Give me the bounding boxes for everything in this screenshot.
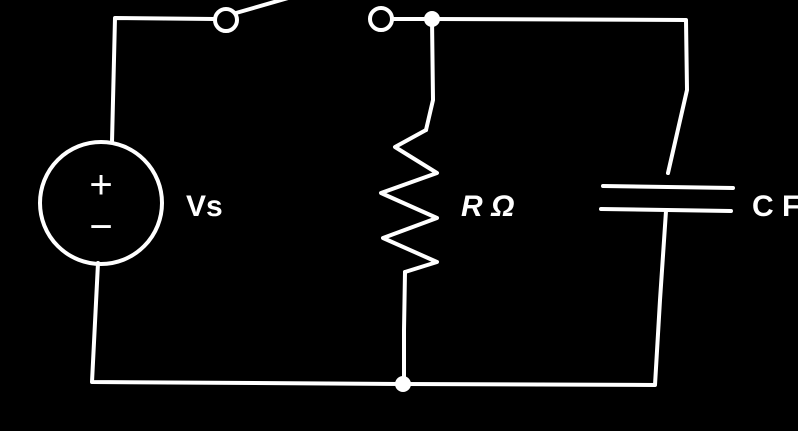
resistor-top-lead bbox=[424, 17, 435, 132]
bottom-node bbox=[395, 376, 411, 392]
resistor-bottom-lead bbox=[402, 270, 407, 386]
resistor bbox=[379, 128, 439, 274]
resistor-label: R Ω bbox=[461, 190, 514, 223]
capacitor-label: C F bbox=[752, 190, 798, 223]
minus-sign: − bbox=[89, 205, 112, 249]
top-left-wire bbox=[110, 16, 217, 144]
bottom-left-wire bbox=[90, 261, 404, 386]
switch-terminal-right bbox=[368, 6, 394, 32]
switch-blade bbox=[234, 0, 289, 15]
capacitor-bottom-lead bbox=[402, 209, 668, 387]
voltage-source: + − bbox=[38, 140, 164, 266]
voltage-source-circle bbox=[38, 140, 164, 266]
voltage-source-label: Vs bbox=[186, 190, 223, 223]
top-right-wire bbox=[390, 17, 689, 175]
capacitor-plate-top bbox=[601, 184, 735, 190]
switch-terminal-left bbox=[213, 7, 239, 33]
plus-sign: + bbox=[89, 163, 112, 207]
switch bbox=[213, 0, 394, 33]
